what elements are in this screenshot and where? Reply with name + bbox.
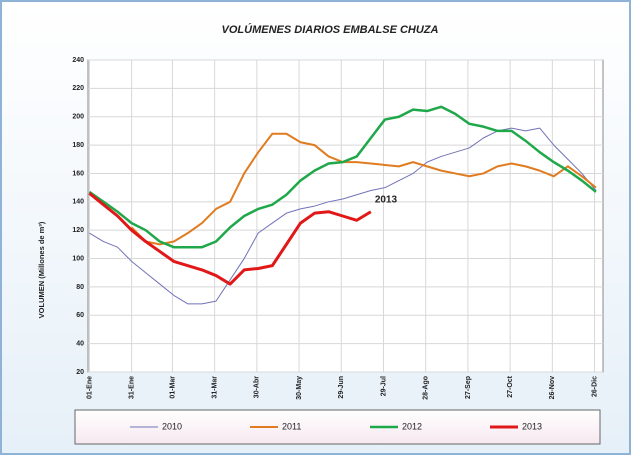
y-tick-label: 80 [76,284,84,291]
legend-label: 2012 [402,421,422,431]
x-tick-label: 01-Mar [169,376,176,399]
x-tick-label: 30-May [296,376,303,400]
x-tick-label: 26-Nov [549,376,556,399]
legend-label: 2013 [522,421,542,431]
series-line [89,127,597,305]
y-tick-label: 240 [72,57,84,64]
y-tick-label: 140 [72,199,84,206]
x-tick-label: 30-Abr [254,376,261,398]
legend-label: 2011 [282,421,301,431]
x-tick-label: 29-Jul [380,376,387,396]
y-tick-label: 220 [72,85,84,92]
y-tick-label: 40 [76,340,84,347]
chart-title: VOLÚMENES DIARIOS EMBALSE CHUZA [222,23,439,36]
x-tick-label: 28-Ago [423,376,430,400]
series-line [88,105,597,249]
y-tick-label: 120 [72,227,84,234]
x-tick-label: 27-Oct [507,375,514,397]
x-tick-label: 27-Sep [465,376,472,399]
y-tick-label: 60 [76,312,84,319]
y-axis-label: VOLUMEN (Millones de m³) [37,221,46,318]
series-line [88,192,372,286]
x-tick-label: 26-Dic [591,376,598,397]
y-tick-label: 160 [72,170,84,177]
y-tick-label: 20 [76,369,84,376]
series-line [130,132,597,246]
annotation: 2013 [375,194,398,205]
x-tick-label: 31-Mar [211,376,218,399]
legend-label: 2010 [162,421,182,431]
x-tick-label: 01-Ene [86,376,93,399]
y-tick-label: 180 [72,142,84,149]
x-tick-label: 31-Ene [128,376,135,399]
x-tick-label: 29-Jun [338,376,345,399]
y-tick-label: 200 [72,114,84,121]
y-tick-label: 100 [72,255,84,262]
